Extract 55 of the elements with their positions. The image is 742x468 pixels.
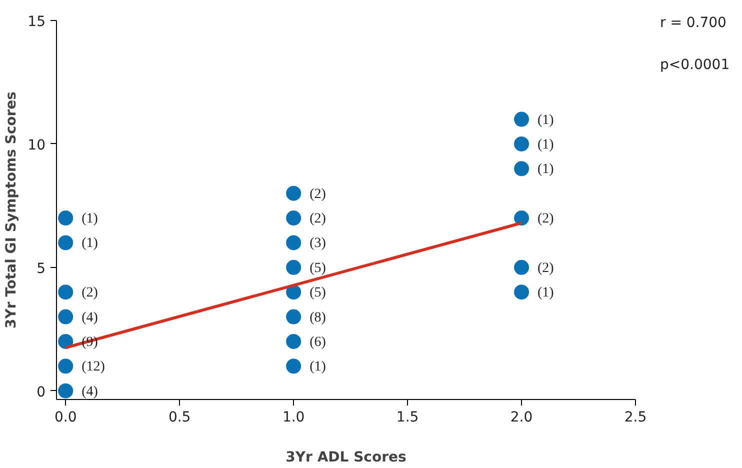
y-tick-label: 15 (28, 14, 46, 30)
point (58, 235, 74, 250)
annotation: (1) (538, 162, 554, 178)
annotation: (2) (310, 186, 326, 202)
annotation: (12) (82, 360, 106, 375)
point (286, 235, 302, 250)
x-tick-label: 2.5 (624, 410, 647, 426)
annotation: (6) (310, 334, 326, 350)
text: p<0.0001 (660, 56, 730, 75)
annotation: (2) (538, 212, 554, 227)
annotation: (4) (82, 384, 98, 400)
point (286, 309, 302, 324)
annotation: (1) (538, 112, 554, 128)
point (514, 284, 530, 300)
point (58, 210, 74, 226)
point (286, 358, 302, 374)
annotation: (5) (310, 286, 326, 301)
point (514, 210, 530, 226)
annotation: (1) (82, 236, 98, 252)
y-tick-label: 5 (36, 260, 46, 277)
point (514, 260, 530, 275)
annotation: (4) (82, 310, 98, 326)
annotation: (8) (310, 310, 326, 326)
point (286, 210, 302, 226)
x-tick-label: 1.0 (282, 410, 305, 426)
point (286, 260, 302, 275)
point (514, 112, 530, 127)
x-tick-label: 0.0 (54, 410, 77, 426)
annotation: (2) (310, 212, 326, 227)
annotation: (1) (310, 360, 326, 375)
annotation: (3) (310, 236, 326, 252)
text: r = 0.700 (660, 14, 728, 33)
point (286, 334, 302, 349)
point (58, 284, 74, 300)
point (286, 284, 302, 300)
point (58, 358, 74, 374)
y-axis-title: 3Yr Total GI Symptoms Scores (4, 91, 20, 329)
x-axis-title: 3Yr ADL Scores (286, 450, 406, 466)
point (58, 383, 74, 398)
x-tick-label: 1.5 (396, 410, 419, 426)
point (58, 334, 74, 349)
annotation: (5) (310, 260, 326, 276)
y-tick-label: 0 (36, 384, 46, 400)
annotation: (1) (538, 286, 554, 301)
annotation: (2) (82, 286, 98, 301)
point (58, 309, 74, 324)
y-tick-label: 10 (28, 137, 46, 154)
point (286, 186, 302, 201)
x-tick-label: 2.0 (510, 410, 533, 426)
x-tick-label: 0.5 (168, 410, 191, 426)
annotation: (1) (82, 212, 98, 227)
annotation: (1) (538, 137, 554, 152)
point (514, 161, 530, 176)
annotation: (2) (538, 260, 554, 276)
point (514, 136, 530, 152)
